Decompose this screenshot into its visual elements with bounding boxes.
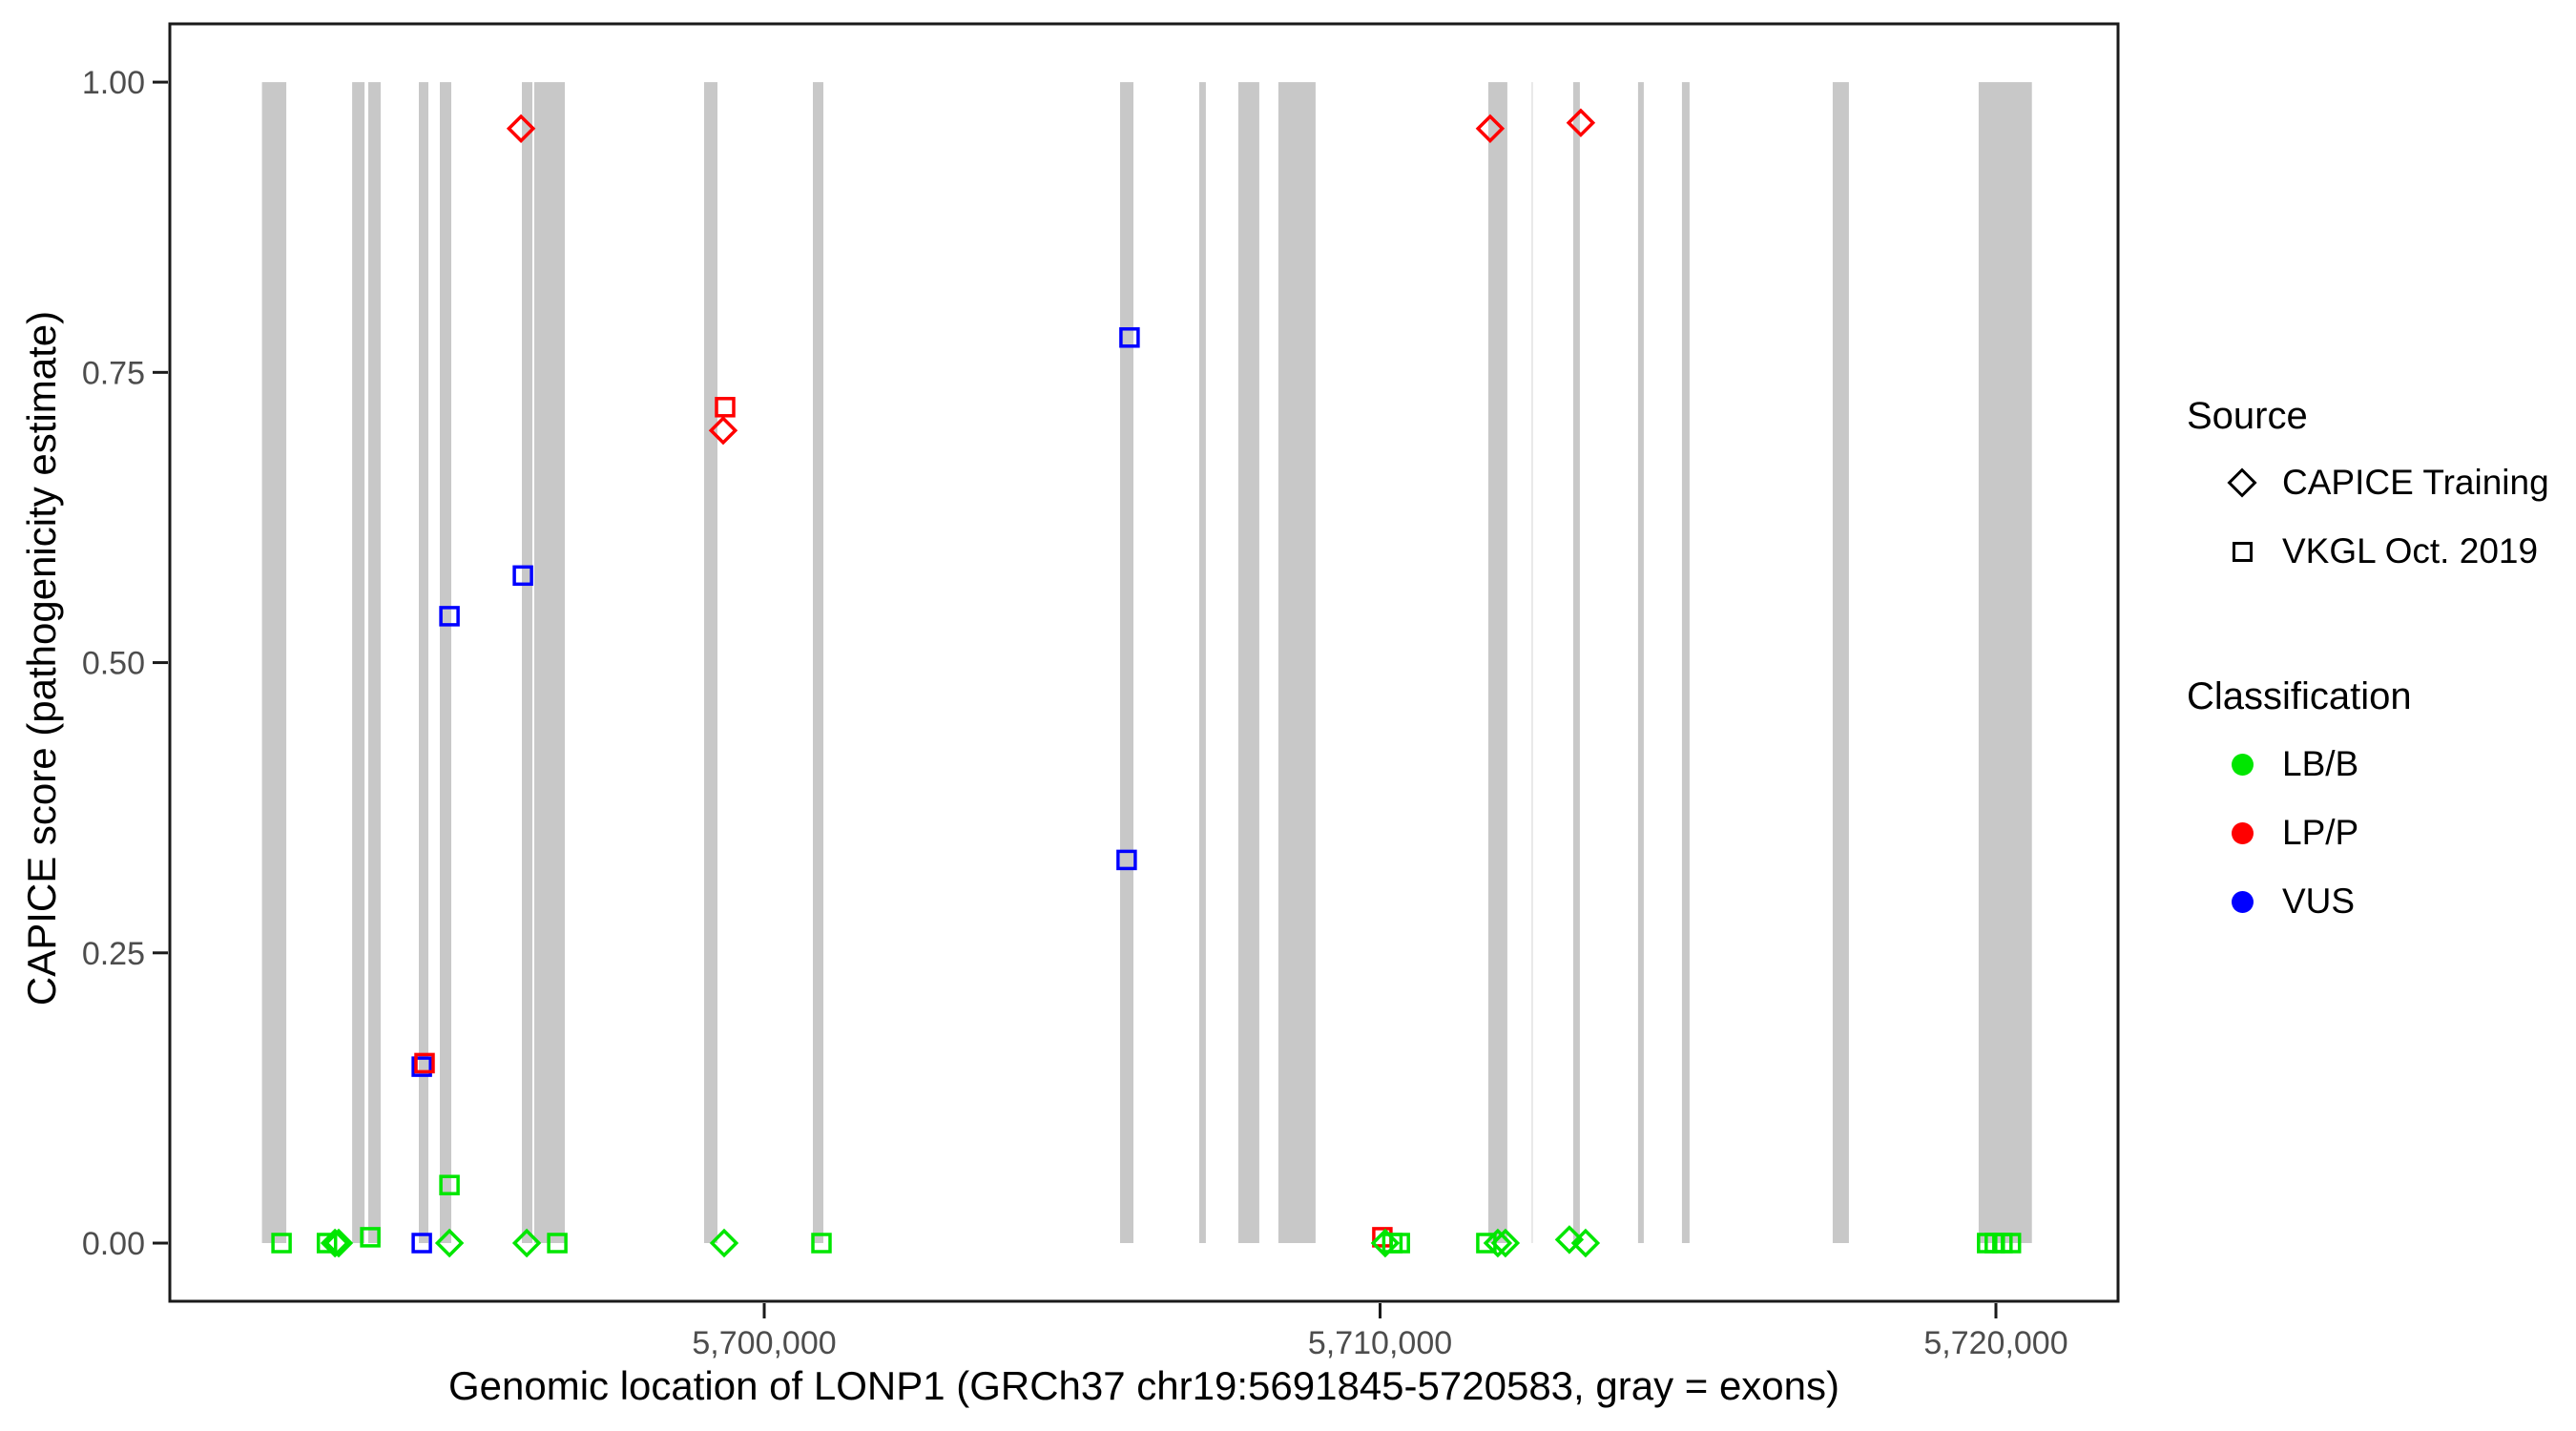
y-tick-label: 0.00	[82, 1226, 145, 1262]
exon-bar	[1978, 82, 2032, 1244]
blue-dot-icon	[2231, 890, 2254, 913]
legend-source-title: Source	[2187, 395, 2308, 437]
legend-item-label: VKGL Oct. 2019	[2282, 531, 2539, 570]
data-point-square	[414, 1052, 435, 1074]
data-point-square	[1389, 1233, 1410, 1254]
exon-bar	[1530, 82, 1533, 1244]
y-tick-label: 0.25	[82, 936, 145, 972]
diamond-icon	[2227, 467, 2257, 498]
green-dot-icon	[2231, 753, 2254, 776]
exon-bar	[1120, 82, 1133, 1244]
legend-item-lbb: LB/B	[2221, 744, 2359, 783]
legend-item-vus: VUS	[2221, 881, 2356, 921]
data-point-diamond	[320, 1228, 350, 1258]
data-point-diamond	[1475, 114, 1506, 144]
y-tick-label: 0.50	[82, 646, 145, 682]
data-point-square	[439, 606, 460, 627]
x-axis-title: Genomic location of LONP1 (GRCh37 chr19:…	[447, 1363, 1840, 1408]
exon-bar	[440, 82, 451, 1244]
data-point-square	[1119, 327, 1140, 348]
data-point-diamond	[434, 1228, 465, 1258]
legend-item-label: CAPICE Training	[2282, 463, 2549, 502]
data-point-square	[411, 1233, 432, 1254]
square-icon	[2232, 541, 2253, 562]
data-point-diamond	[709, 1228, 739, 1258]
data-point-square	[811, 1233, 832, 1254]
data-point-square	[439, 1174, 460, 1195]
legend-item-label: LP/P	[2282, 813, 2359, 852]
x-tick-label: 5,700,000	[692, 1325, 836, 1361]
y-axis-title: CAPICE score (pathogenicity estimate)	[19, 310, 64, 1006]
exon-bar	[1681, 82, 1690, 1244]
data-point-diamond	[1566, 108, 1596, 137]
exon-bar	[1237, 82, 1259, 1244]
legend-item-label: LB/B	[2282, 744, 2359, 783]
data-point-diamond	[1570, 1228, 1601, 1258]
exon-bar	[813, 82, 823, 1244]
data-point-square	[1116, 849, 1137, 871]
panel-border	[168, 22, 2120, 1303]
exon-bar	[1198, 82, 1206, 1244]
exon-bar	[704, 82, 717, 1244]
exon-bar	[534, 82, 565, 1244]
exon-bar	[1278, 82, 1316, 1244]
data-point-square	[360, 1227, 381, 1248]
legend-item-vkgl: VKGL Oct. 2019	[2221, 531, 2539, 570]
legend-classification-title: Classification	[2187, 675, 2412, 717]
exon-bar	[1487, 82, 1507, 1244]
exon-bar	[368, 82, 381, 1244]
data-point-diamond	[708, 415, 738, 446]
data-point-diamond	[323, 1228, 354, 1258]
legend-item-label: VUS	[2282, 881, 2356, 921]
exon-bar	[1832, 82, 1849, 1244]
exon-bar	[1637, 82, 1644, 1244]
x-tick-label: 5,720,000	[1923, 1325, 2067, 1361]
data-point-square	[411, 1056, 432, 1077]
data-point-diamond	[1490, 1228, 1521, 1258]
exon-bar	[1572, 82, 1580, 1244]
red-dot-icon	[2231, 821, 2254, 844]
data-point-square	[316, 1233, 338, 1254]
data-point-diamond	[506, 114, 536, 144]
data-point-square	[715, 397, 736, 418]
exon-bar	[522, 82, 532, 1244]
data-point-square	[2000, 1233, 2022, 1254]
y-tick-label: 0.75	[82, 355, 145, 391]
exon-bar	[419, 82, 428, 1244]
data-point-square	[512, 565, 533, 587]
data-point-diamond	[1483, 1228, 1513, 1258]
legend-item-lpp: LP/P	[2221, 813, 2359, 852]
data-point-square	[271, 1233, 292, 1254]
y-tick-label: 1.00	[82, 65, 145, 101]
x-tick-label: 5,710,000	[1308, 1325, 1452, 1361]
exon-bar	[261, 82, 287, 1244]
data-point-diamond	[511, 1228, 542, 1258]
exon-bar	[352, 82, 365, 1244]
legend-item-capice-training: CAPICE Training	[2221, 463, 2549, 502]
data-point-square	[547, 1233, 568, 1254]
